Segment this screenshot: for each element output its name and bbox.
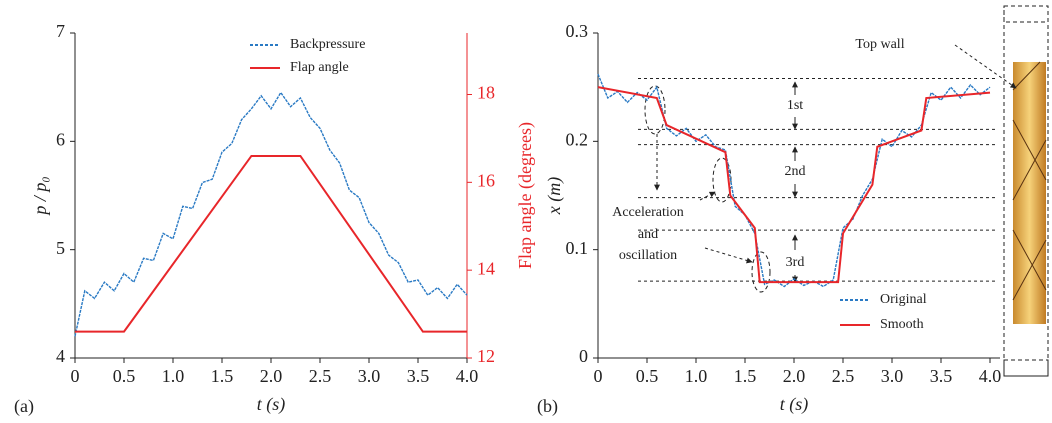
- panel-label: (a): [14, 396, 34, 417]
- y2-tick-label: 18: [477, 83, 495, 103]
- x-tick-label: 4.0: [456, 366, 479, 386]
- legend-label: Original: [880, 292, 927, 307]
- x-tick-label: 0.5: [636, 366, 659, 386]
- x-tick-label: 0: [594, 366, 603, 386]
- annotation: Acceleration: [612, 205, 684, 220]
- y-axis-label: x (m): [544, 177, 565, 215]
- annotation-shapes: [644, 44, 1017, 293]
- x-tick-label: 2.5: [832, 366, 855, 386]
- y-tick-label: 0.2: [566, 129, 589, 149]
- legend-label: Smooth: [880, 317, 924, 332]
- x-tick-label: 4.0: [979, 366, 1002, 386]
- x-tick-label: 3.0: [358, 366, 381, 386]
- x-tick-label: 1.5: [734, 366, 757, 386]
- wall-photo: [1003, 5, 1049, 377]
- x-tick-label: 0.5: [113, 366, 136, 386]
- y2-tick-label: 12: [477, 346, 495, 366]
- y2-tick-label: 16: [477, 170, 495, 190]
- y2-axis-label: Flap angle (degrees): [515, 122, 536, 269]
- x-tick-label: 1.0: [685, 366, 708, 386]
- data-line: [74, 91, 468, 337]
- x-tick-label: 0: [71, 366, 80, 386]
- annotation: oscillation: [619, 248, 677, 263]
- y-tick-label: 0.3: [566, 21, 589, 41]
- y2-tick-label: 14: [477, 258, 495, 278]
- annotation: 1st: [787, 98, 803, 113]
- y-tick-label: 0: [579, 346, 588, 366]
- x-tick-label: 1.5: [211, 366, 234, 386]
- data-line: [597, 86, 991, 284]
- data-line: [75, 154, 467, 333]
- y-tick-label: 4: [56, 346, 65, 366]
- y-axis-label: p / p₀: [30, 176, 50, 216]
- annotation: and: [638, 227, 658, 242]
- legend-label: Backpressure: [290, 37, 365, 52]
- x-axis-label: t (s): [780, 394, 809, 415]
- panel-label: (b): [537, 396, 558, 417]
- legend-label: Flap angle: [290, 60, 349, 75]
- annotation: 2nd: [785, 164, 806, 179]
- x-tick-label: 1.0: [162, 366, 185, 386]
- x-tick-label: 2.0: [260, 366, 283, 386]
- annotation: Top wall: [855, 37, 904, 52]
- x-axis-label: t (s): [257, 394, 286, 415]
- y-tick-label: 0.1: [566, 238, 589, 258]
- y-tick-label: 6: [56, 129, 65, 149]
- x-tick-label: 2.5: [309, 366, 332, 386]
- x-tick-label: 3.0: [881, 366, 904, 386]
- y-tick-label: 5: [56, 238, 65, 258]
- x-tick-label: 3.5: [407, 366, 430, 386]
- x-tick-label: 2.0: [783, 366, 806, 386]
- y-tick-label: 7: [56, 21, 65, 41]
- x-tick-label: 3.5: [930, 366, 953, 386]
- annotation: 3rd: [786, 255, 805, 270]
